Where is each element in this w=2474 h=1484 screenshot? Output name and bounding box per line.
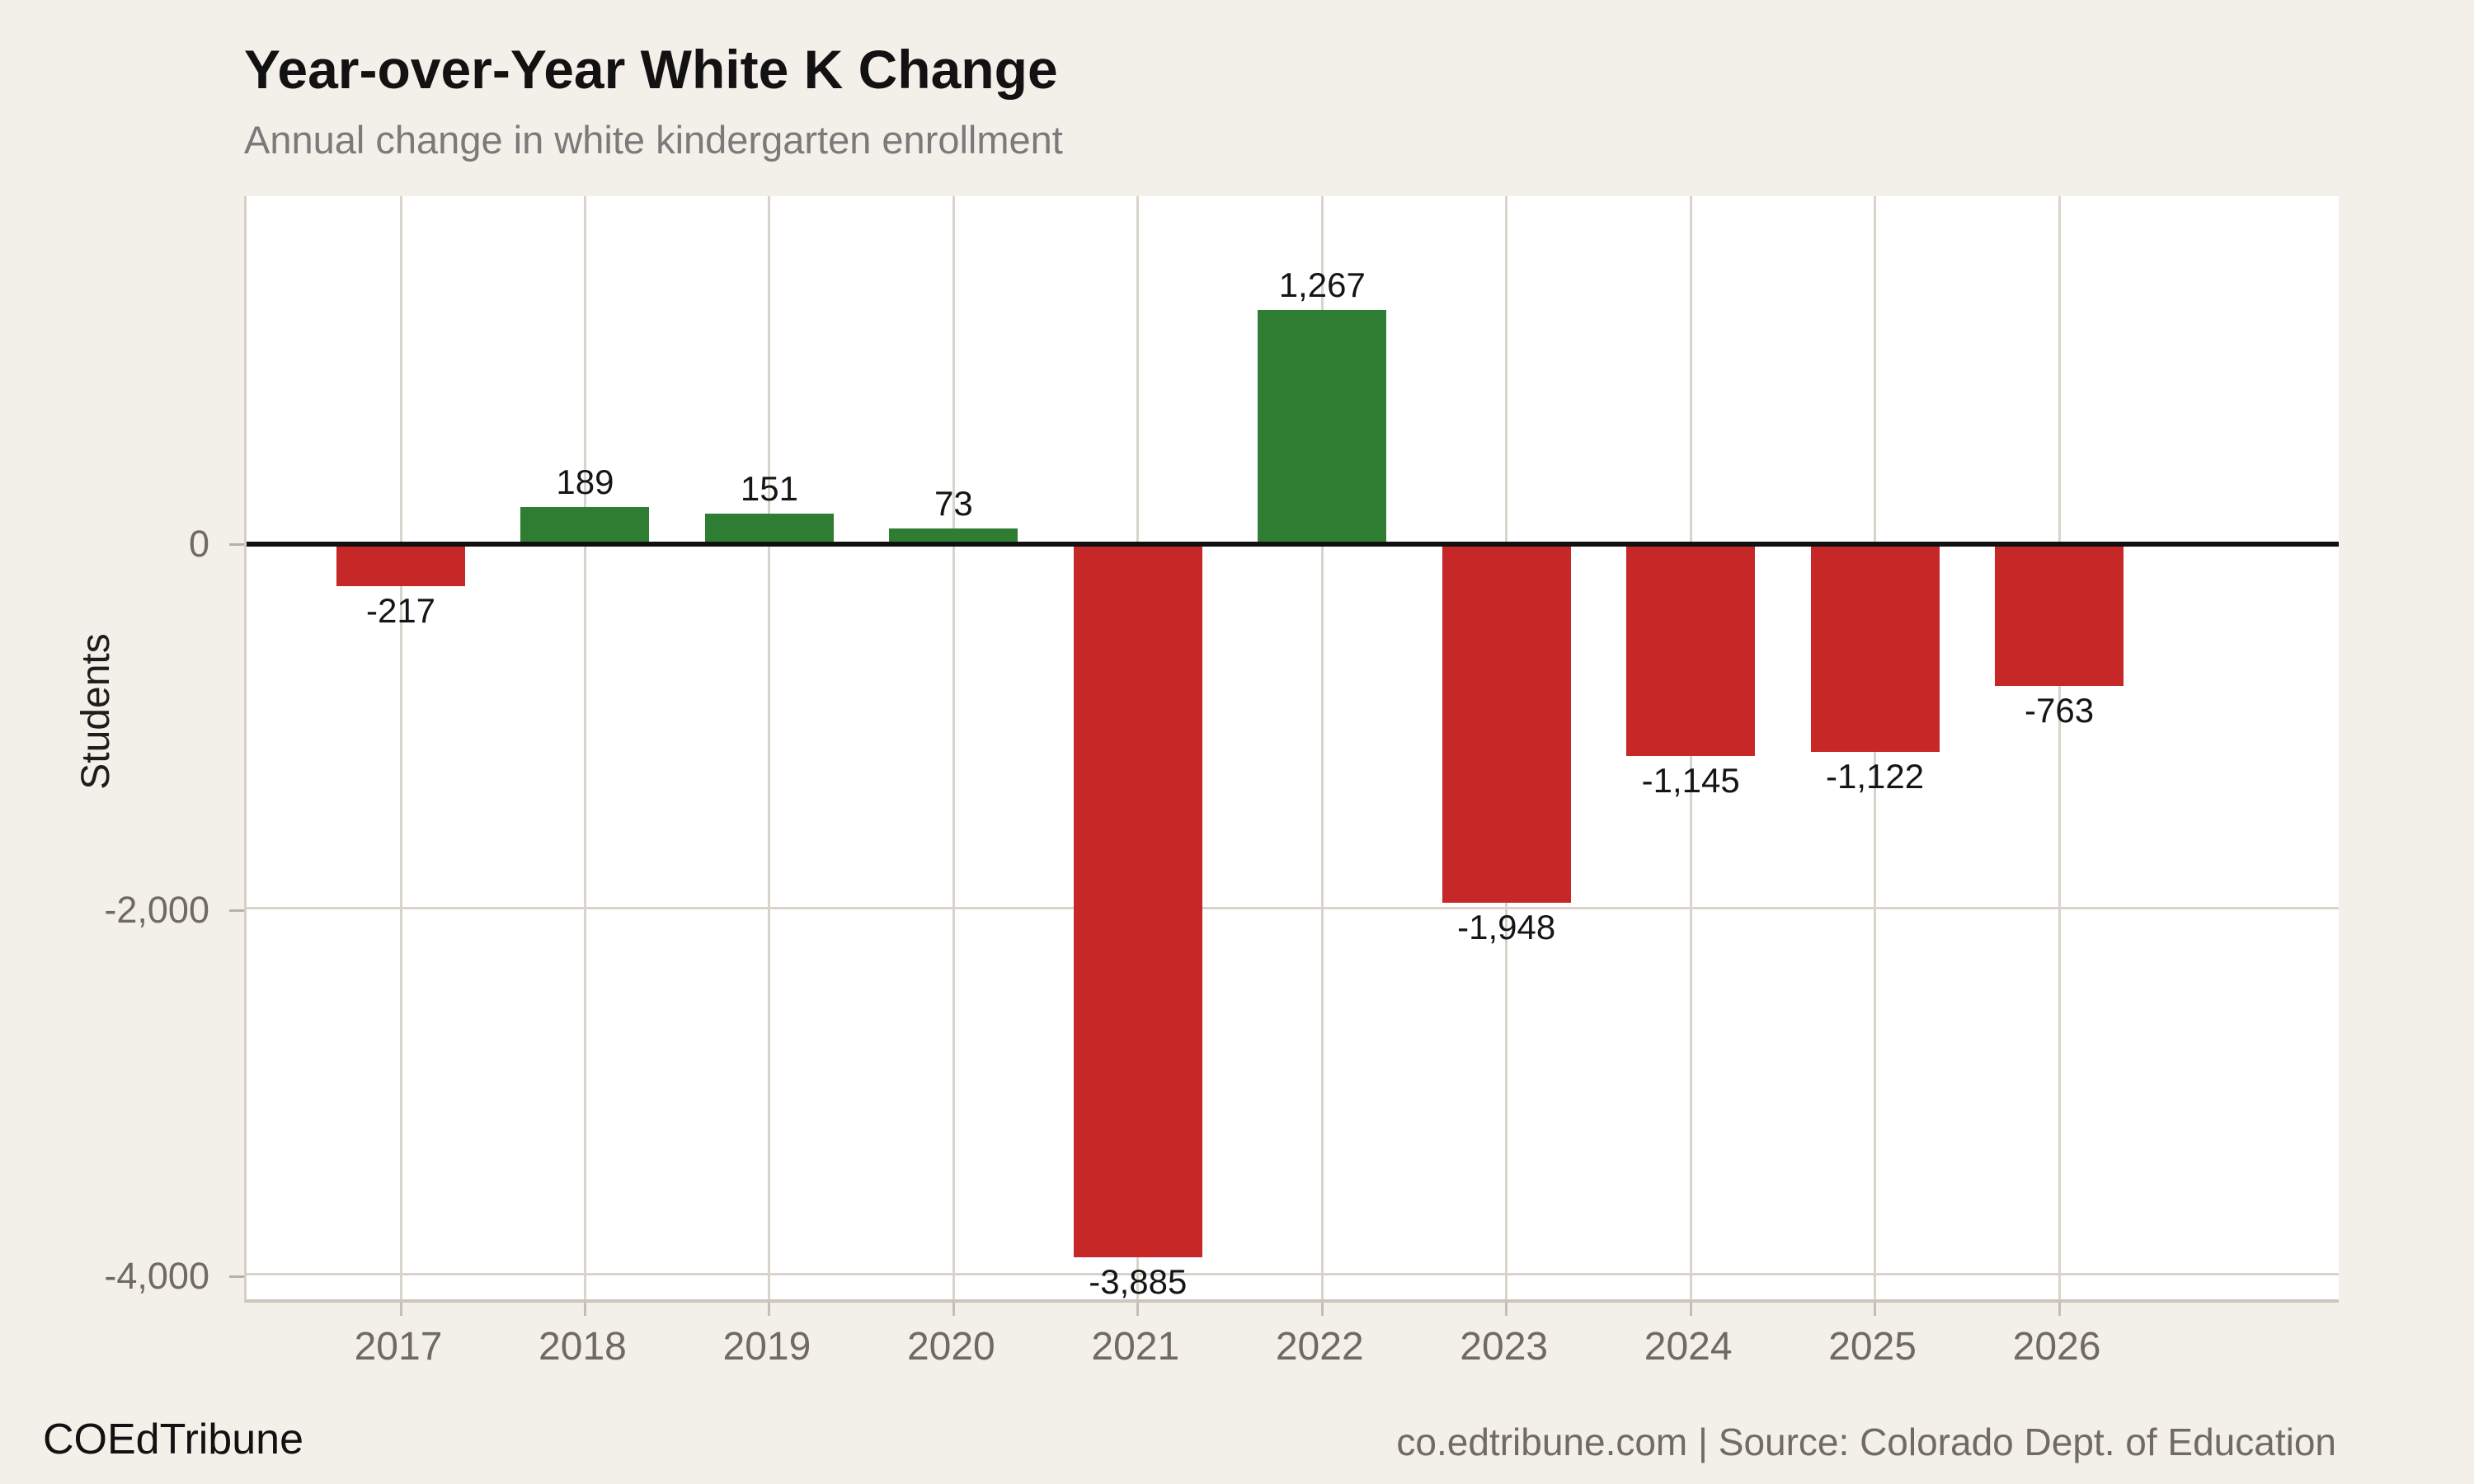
source-attribution: co.edtribune.com | Source: Colorado Dept… (1396, 1421, 2336, 1463)
vertical-gridline (399, 196, 402, 1299)
zero-baseline (247, 542, 2339, 547)
horizontal-gridline (247, 1272, 2339, 1275)
x-axis-tick (1874, 1303, 1877, 1316)
vertical-gridline (1320, 196, 1324, 1299)
vertical-gridline (583, 196, 586, 1299)
x-axis-tick-label: 2023 (1460, 1325, 1549, 1369)
x-axis-tick-label: 2018 (539, 1325, 627, 1369)
y-axis-tick (229, 909, 244, 912)
y-axis-tick-label: -2,000 (104, 889, 209, 931)
vertical-gridline (2058, 196, 2061, 1299)
x-axis-tick (1689, 1303, 1692, 1316)
bar-negative (1442, 547, 1571, 904)
bar-negative (1810, 547, 1940, 753)
x-axis-tick-label: 2025 (1828, 1325, 1917, 1369)
x-axis-tick (2058, 1303, 2061, 1316)
x-axis-tick-label: 2017 (354, 1325, 443, 1369)
x-axis-tick-label: 2021 (1091, 1325, 1180, 1369)
bar-positive (704, 514, 834, 542)
x-axis-tick (399, 1303, 402, 1316)
bar-value-label: -1,122 (1826, 757, 1925, 796)
vertical-gridline (768, 196, 771, 1299)
bar-positive (889, 528, 1018, 542)
bar-negative (1626, 547, 1756, 757)
plot-area: -217 189 151 73 -3,885 1,267 -1,948 -1,145 -1,12… (229, 196, 2339, 1316)
bar-positive (1258, 309, 1387, 542)
bar-value-label: -217 (365, 591, 436, 631)
bar-value-label: -3,885 (1089, 1262, 1188, 1302)
x-axis-tick-label: 2019 (722, 1325, 811, 1369)
y-axis-tick (229, 542, 244, 546)
publisher-logo-text: COEdTribune (43, 1416, 303, 1463)
bar-value-label: 189 (556, 463, 614, 502)
x-axis-tick (952, 1303, 955, 1316)
bar-value-label: -1,145 (1641, 761, 1740, 801)
bar-value-label: -763 (2025, 691, 2095, 730)
x-axis-tick (1136, 1303, 1140, 1316)
bar-value-label: 151 (740, 469, 798, 509)
y-axis-tick-label: 0 (188, 523, 209, 565)
y-axis-tick (229, 1275, 244, 1278)
y-axis-title: Students (74, 633, 119, 790)
bar-positive (520, 507, 650, 542)
bar-negative (336, 547, 465, 587)
x-axis-tick (583, 1303, 586, 1316)
x-axis-tick-label: 2020 (906, 1325, 995, 1369)
vertical-gridline (952, 196, 955, 1299)
bar-value-label: 73 (934, 483, 973, 523)
x-axis-tick (768, 1303, 771, 1316)
bar-negative (1995, 547, 2124, 687)
x-axis-tick-label: 2024 (1644, 1325, 1733, 1369)
bar-value-label: 1,267 (1278, 265, 1366, 304)
x-axis-tick-label: 2026 (2012, 1325, 2101, 1369)
bar-value-label: -1,948 (1457, 908, 1556, 947)
x-axis-tick (1505, 1303, 1508, 1316)
bar-negative (1073, 547, 1202, 1258)
chart-title: Year-over-Year White K Change (244, 39, 1058, 100)
y-axis-tick-label: -4,000 (104, 1255, 209, 1297)
horizontal-gridline (247, 906, 2339, 909)
x-axis-tick-label: 2022 (1275, 1325, 1364, 1369)
x-axis-tick (1320, 1303, 1324, 1316)
chart-subtitle: Annual change in white kindergarten enro… (244, 118, 1063, 162)
